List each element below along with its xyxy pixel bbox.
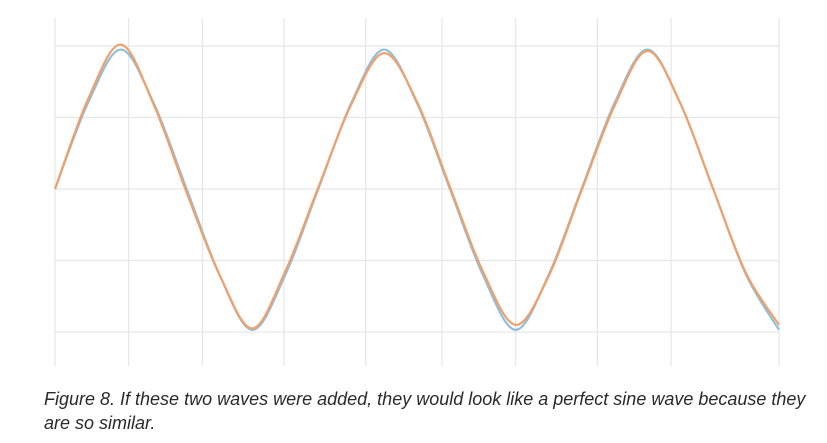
sine-waves-chart <box>53 18 780 366</box>
chart-series <box>53 43 780 331</box>
series-line-2 <box>53 43 780 330</box>
figure-caption: Figure 8. If these two waves were added,… <box>44 389 806 433</box>
chart-grid <box>54 18 780 366</box>
series-line-1 <box>53 48 780 331</box>
